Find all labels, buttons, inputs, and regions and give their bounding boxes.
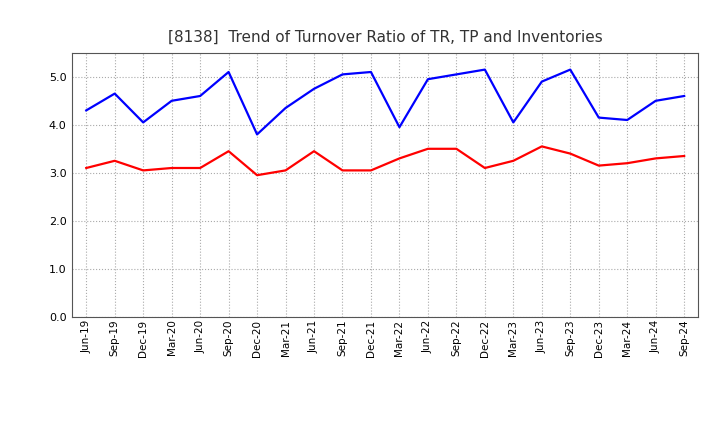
Trade Payables — [652, 98, 660, 103]
Trade Receivables — [167, 165, 176, 171]
Title: [8138]  Trend of Turnover Ratio of TR, TP and Inventories: [8138] Trend of Turnover Ratio of TR, TP… — [168, 29, 603, 45]
Trade Receivables — [338, 168, 347, 173]
Trade Payables — [537, 79, 546, 84]
Trade Payables — [82, 108, 91, 113]
Trade Payables — [480, 67, 489, 72]
Trade Receivables — [196, 165, 204, 171]
Trade Payables — [509, 120, 518, 125]
Trade Payables — [680, 93, 688, 99]
Trade Receivables — [139, 168, 148, 173]
Line: Trade Receivables: Trade Receivables — [86, 147, 684, 175]
Trade Payables — [225, 70, 233, 75]
Trade Payables — [595, 115, 603, 120]
Trade Payables — [282, 105, 290, 110]
Trade Payables — [253, 132, 261, 137]
Trade Receivables — [537, 144, 546, 149]
Trade Receivables — [110, 158, 119, 163]
Trade Payables — [566, 67, 575, 72]
Trade Receivables — [82, 165, 91, 171]
Trade Receivables — [395, 156, 404, 161]
Trade Receivables — [423, 146, 432, 151]
Trade Payables — [310, 86, 318, 92]
Trade Receivables — [282, 168, 290, 173]
Trade Receivables — [480, 165, 489, 171]
Trade Receivables — [310, 149, 318, 154]
Trade Payables — [423, 77, 432, 82]
Trade Payables — [167, 98, 176, 103]
Trade Receivables — [452, 146, 461, 151]
Trade Receivables — [595, 163, 603, 168]
Trade Receivables — [652, 156, 660, 161]
Trade Payables — [139, 120, 148, 125]
Trade Receivables — [509, 158, 518, 163]
Trade Payables — [452, 72, 461, 77]
Trade Receivables — [680, 154, 688, 159]
Trade Payables — [366, 70, 375, 75]
Trade Receivables — [566, 151, 575, 156]
Trade Payables — [395, 125, 404, 130]
Trade Payables — [196, 93, 204, 99]
Trade Receivables — [623, 161, 631, 166]
Trade Receivables — [253, 172, 261, 178]
Trade Payables — [338, 72, 347, 77]
Trade Receivables — [225, 149, 233, 154]
Line: Trade Payables: Trade Payables — [86, 70, 684, 134]
Trade Receivables — [366, 168, 375, 173]
Trade Payables — [623, 117, 631, 123]
Trade Payables — [110, 91, 119, 96]
